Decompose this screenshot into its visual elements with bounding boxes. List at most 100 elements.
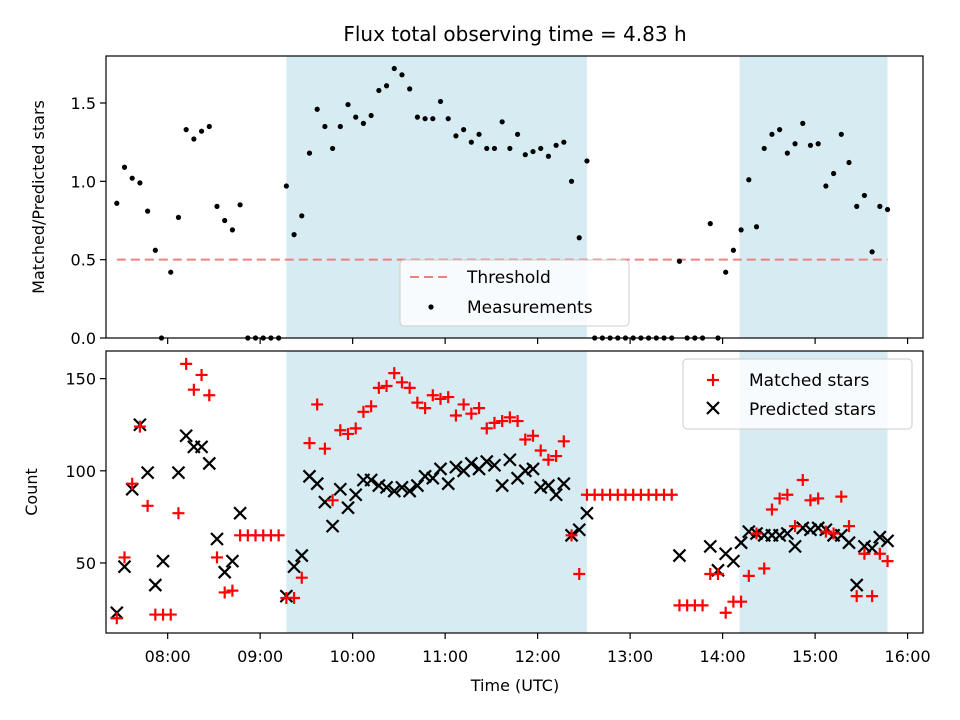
predicted-stars-point (672, 548, 687, 563)
legend-matched-swatch (707, 374, 719, 386)
measurements-point (538, 145, 544, 152)
measurements-point (846, 159, 852, 166)
legend-predicted-label: Predicted stars (749, 400, 876, 420)
predicted-stars-point (379, 480, 394, 495)
measurements-point (306, 150, 313, 156)
measurements-point (198, 128, 205, 134)
predicted-stars-point (387, 484, 402, 498)
predicted-stars-point (156, 554, 170, 568)
predicted-stars-point (433, 462, 448, 476)
measurements-point (553, 142, 559, 148)
predicted-stars-point (348, 487, 363, 502)
measurements-point (723, 269, 729, 275)
measurements-point (854, 203, 860, 209)
predicted-stars-point (842, 535, 856, 550)
measurements-point (430, 116, 436, 122)
measurements-point (183, 127, 189, 133)
measurements-point (869, 249, 875, 255)
y-tick-label: 1.5 (71, 94, 96, 113)
matched-stars-point (226, 584, 239, 597)
matched-stars-point (511, 415, 524, 428)
measurements-point (353, 114, 359, 120)
measurements-point (807, 142, 814, 148)
matched-stars-point (789, 520, 802, 533)
measurements-point (414, 114, 420, 120)
matched-stars-point (334, 424, 347, 437)
observing-window-1 (286, 351, 587, 633)
count-panel: 50 100 150 08:00 09:00 10:00 11:00 12:00 13:00 1… (22, 350, 931, 666)
predicted-stars-point (233, 506, 247, 520)
measurements-point (191, 136, 197, 142)
measurements-point (769, 131, 775, 137)
matched-stars-point (781, 488, 794, 501)
matched-stars-point (110, 612, 123, 625)
matched-stars-point (272, 529, 285, 542)
matched-stars-point (480, 422, 493, 435)
measurements-point (576, 235, 582, 241)
measurements-point (383, 83, 390, 89)
predicted-stars-point (495, 478, 509, 493)
predicted-stars-point (341, 500, 355, 515)
predicted-stars-point (287, 559, 301, 574)
legend-threshold-label: Threshold (466, 268, 551, 288)
predicted-stars-point (449, 460, 463, 474)
x-tick-label: 12:00 (515, 647, 561, 666)
legend-predicted-swatch (706, 401, 720, 415)
matched-stars-point (873, 547, 886, 560)
measurements-point (137, 180, 143, 186)
predicted-stars-point (210, 532, 224, 546)
matched-stars-point (519, 433, 532, 446)
predicted-stars-point (464, 456, 479, 471)
x-tick-label: 13:00 (607, 647, 653, 666)
measurements-point (815, 141, 821, 147)
matched-stars-point (326, 494, 339, 507)
predicted-stars-point (703, 539, 718, 554)
measurements-point (792, 141, 798, 147)
predicted-stars-point (479, 454, 494, 469)
matched-stars-point (288, 591, 301, 604)
predicted-stars-point (549, 487, 563, 502)
measurements-point (407, 86, 413, 92)
measurements-point (830, 170, 837, 177)
x-tick-label: 14:00 (700, 647, 746, 666)
measurements-point (322, 123, 328, 130)
measurements-point (730, 247, 736, 253)
measurements-point (422, 116, 428, 122)
matched-stars-point (295, 571, 308, 584)
matched-stars-point (172, 507, 185, 520)
measurements-point (376, 87, 382, 94)
matched-stars-point (542, 453, 555, 466)
matched-stars-point (850, 590, 863, 603)
matched-stars-point (804, 494, 817, 507)
matched-stars-point (735, 595, 748, 608)
predicted-stars-point (788, 539, 802, 554)
matched-stars-point (380, 380, 393, 393)
measurements-point (168, 269, 174, 275)
count-panel-frame (105, 350, 924, 634)
matched-stars-point (742, 569, 755, 582)
matched-stars-point (488, 416, 501, 429)
x-tick-label: 09:00 (237, 647, 283, 666)
measurements-point (738, 227, 744, 233)
measurements-point (468, 139, 474, 145)
measurements-point (437, 98, 444, 105)
matched-stars-point (372, 381, 385, 394)
measurements-point (152, 247, 158, 253)
measurements-point (561, 139, 567, 145)
measurements-point (861, 192, 868, 199)
measurements-point (877, 203, 883, 209)
predicted-stars-point (194, 440, 209, 454)
x-tick-label: 10:00 (330, 647, 376, 666)
matched-stars-point (411, 396, 424, 409)
predicted-stars-point (880, 534, 895, 548)
predicted-stars-point (402, 484, 417, 498)
matched-stars-point (750, 527, 763, 540)
measurements-point (206, 123, 212, 130)
matched-stars-point (773, 492, 786, 505)
y-tick-label: 0.0 (71, 329, 96, 348)
y-tick-label: 1.0 (71, 172, 96, 191)
matched-stars-point (534, 444, 547, 457)
measurements-point (530, 148, 536, 155)
predicted-stars-point (865, 541, 879, 555)
